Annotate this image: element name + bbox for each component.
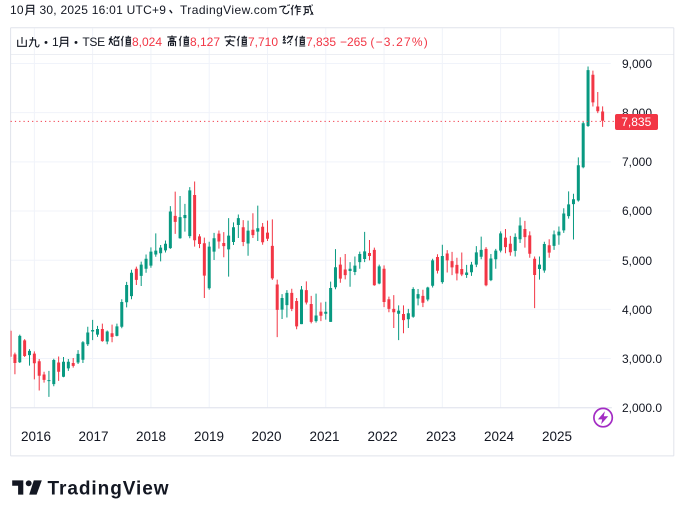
svg-text:TradingView: TradingView [48, 478, 170, 499]
